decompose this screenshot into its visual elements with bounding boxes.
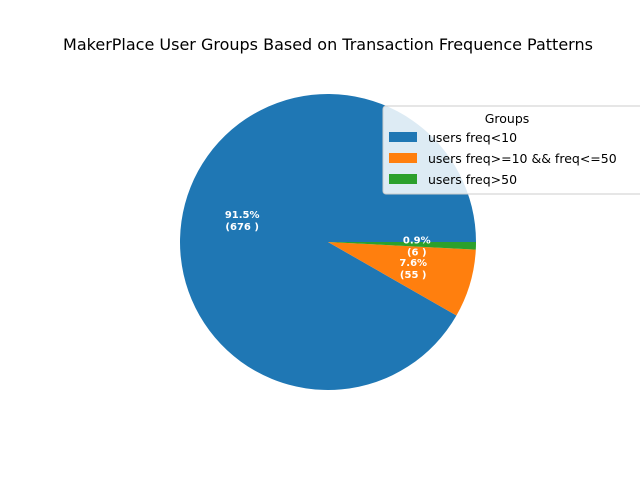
chart-title: MakerPlace User Groups Based on Transact…	[63, 35, 593, 54]
legend: Groups users freq<10 users freq>=10 && fr…	[382, 105, 640, 195]
pie-slice	[328, 242, 476, 250]
legend-entry-label: users freq>50	[428, 172, 517, 187]
legend-swatch	[389, 174, 417, 184]
pie-slice	[328, 242, 476, 316]
slice-value-label: 0.9% (6 )	[403, 235, 431, 258]
legend-frame	[382, 105, 640, 195]
slice-value-label: 7.6% (55 )	[399, 258, 427, 281]
legend-entry-label: users freq<10	[428, 130, 517, 145]
pie-labels: 91.5% (676 ) 7.6% (55 )0.9% (6 )	[225, 210, 431, 281]
slice-value-label: 91.5% (676 )	[225, 210, 260, 233]
legend-title: Groups	[485, 111, 530, 126]
legend-swatch	[389, 153, 417, 163]
legend-swatch	[389, 132, 417, 142]
legend-entry-label: users freq>=10 && freq<=50	[428, 151, 617, 166]
